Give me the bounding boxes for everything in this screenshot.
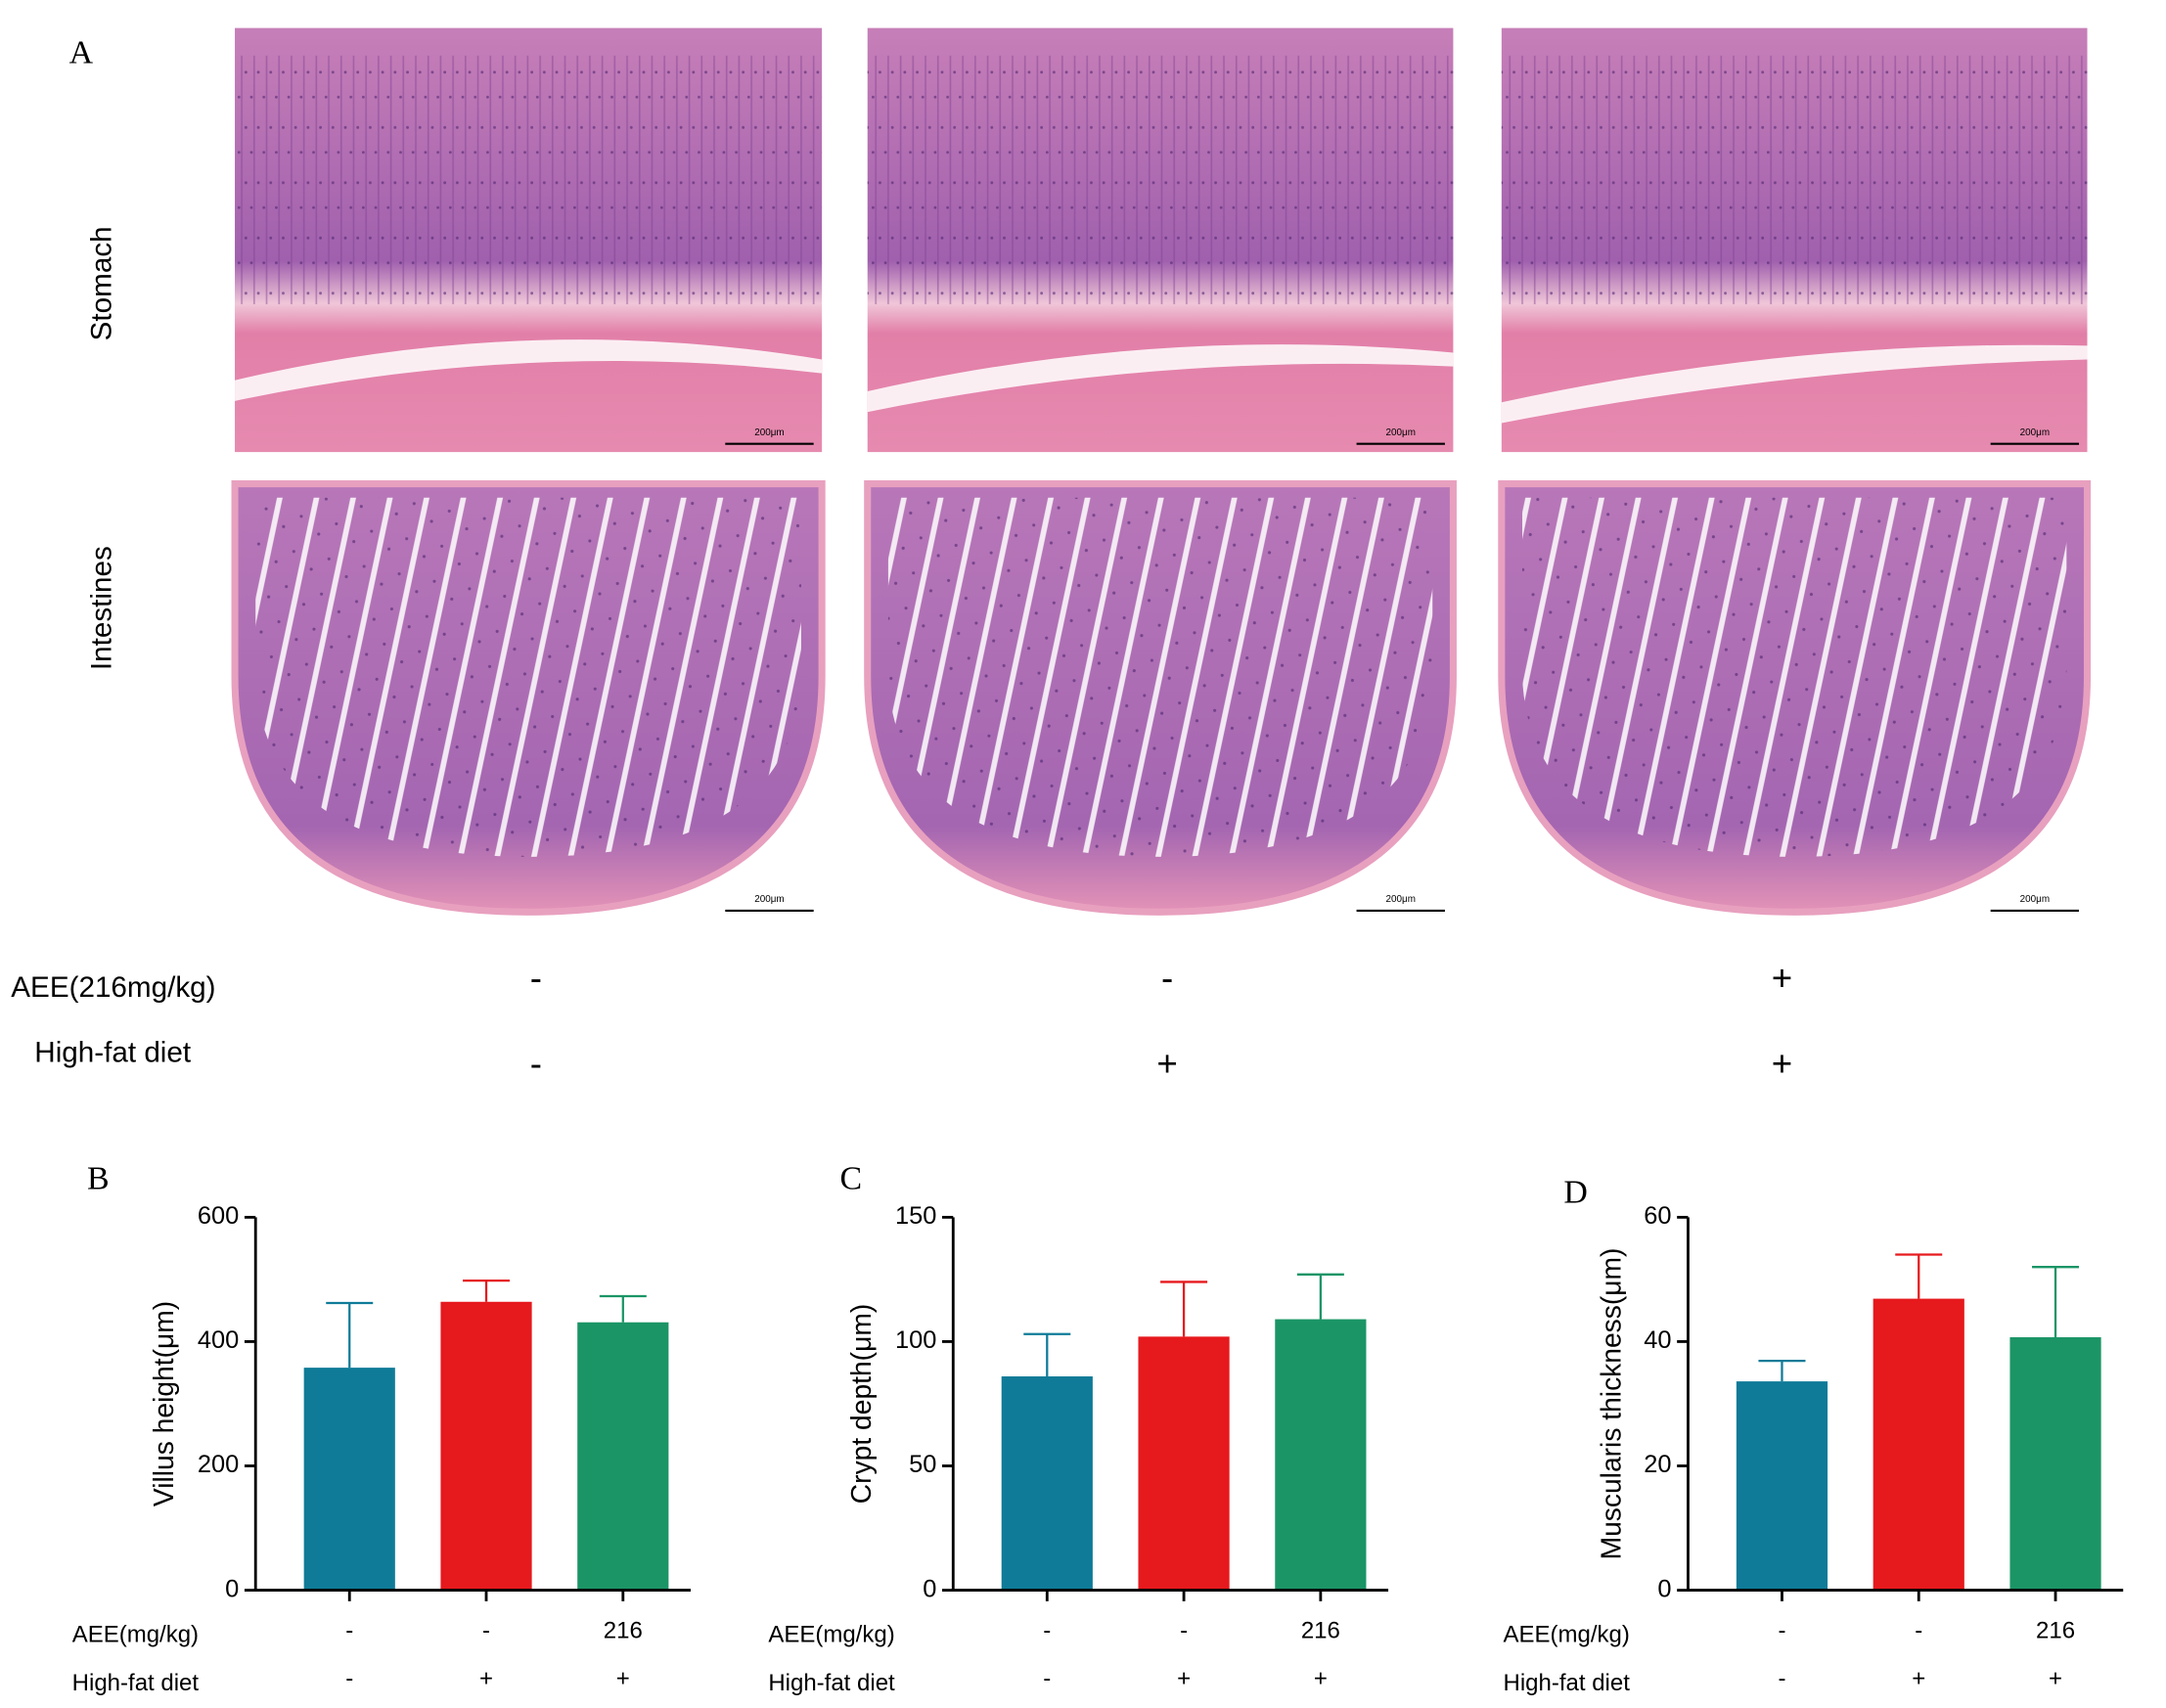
condition-sign: - [530, 1044, 542, 1084]
scale-bar-label: 200μm [754, 427, 784, 438]
y-tick-label: 0 [225, 1575, 239, 1602]
y-axis-label: Villus height(μm) [148, 1301, 179, 1506]
y-tick-label: 150 [895, 1202, 936, 1230]
bar [1138, 1336, 1230, 1591]
condition-label: AEE(216mg/kg) [11, 971, 215, 1004]
x-tick-label: - [1778, 1666, 1785, 1692]
y-tick-label: 20 [1644, 1451, 1671, 1478]
histology-texture [887, 497, 1433, 857]
x-tick-label: - [345, 1666, 353, 1692]
y-tick-label: 50 [909, 1451, 936, 1478]
y-tick-label: 60 [1644, 1202, 1671, 1230]
category-row-label: AEE(mg/kg) [1504, 1622, 1630, 1648]
scale-bar-label: 200μm [1386, 427, 1416, 438]
histology-texture [867, 55, 1454, 305]
scale-bar-label: 200μm [754, 894, 784, 905]
y-axis-label: Crypt depth(μm) [845, 1304, 877, 1504]
scale-bar-label: 200μm [2020, 427, 2050, 438]
x-tick-label: + [1912, 1666, 1925, 1692]
x-tick-label: - [1043, 1617, 1051, 1643]
condition-sign: - [530, 959, 542, 999]
x-tick-label: - [1043, 1666, 1051, 1692]
scale-bar-label: 200μm [1386, 894, 1416, 905]
y-tick-label: 400 [198, 1326, 239, 1354]
panel-label: A [69, 35, 94, 71]
panel-label: B [87, 1160, 110, 1196]
condition-label: High-fat diet [34, 1037, 192, 1069]
y-tick-label: 100 [895, 1326, 936, 1354]
y-axis-label: Muscularis thickness(μm) [1596, 1248, 1627, 1560]
x-tick-label: 216 [1301, 1617, 1340, 1643]
category-row-label: High-fat diet [768, 1670, 895, 1696]
category-row-label: High-fat diet [1503, 1670, 1630, 1696]
y-tick-label: 200 [198, 1451, 239, 1478]
condition-sign: - [1161, 959, 1173, 999]
scale-bar-label: 200μm [2020, 894, 2050, 905]
condition-sign: + [1772, 1044, 1792, 1084]
bar [577, 1322, 669, 1591]
x-tick-label: + [616, 1666, 630, 1692]
histology-texture [1501, 55, 2088, 305]
bar [1873, 1298, 1964, 1591]
x-tick-label: - [1180, 1617, 1188, 1643]
x-tick-label: + [1177, 1666, 1191, 1692]
bar-chart: C 0 50 100 150 Crypt depth(μm) AEE(mg/kg) - - 216… [768, 1160, 1389, 1696]
bar-chart: B 0 200 400 600 Villus height(μm) AEE(mg/kg) - -… [72, 1160, 691, 1696]
tissue-gap [1501, 344, 2088, 424]
row-label: Intestines [86, 546, 118, 670]
tissue-gap [235, 339, 823, 401]
histology-panel: 200μm 200μm 200μm 200μm 200μm 200μm - - + - + + [231, 27, 2092, 1084]
bar [1001, 1376, 1093, 1591]
x-tick-label: - [1778, 1617, 1785, 1643]
category-row-label: High-fat diet [72, 1670, 200, 1696]
x-tick-label: + [1314, 1666, 1328, 1692]
category-row-label: AEE(mg/kg) [768, 1622, 894, 1648]
y-tick-label: 600 [198, 1202, 239, 1230]
bar [1275, 1319, 1367, 1591]
y-tick-label: 0 [1657, 1575, 1671, 1602]
y-tick-label: 40 [1644, 1326, 1671, 1354]
bar [440, 1301, 532, 1591]
bar [303, 1368, 395, 1591]
y-tick-label: 0 [923, 1575, 936, 1602]
category-row-label: AEE(mg/kg) [72, 1622, 199, 1648]
histology-texture [1522, 497, 2067, 857]
histology-texture [235, 55, 823, 305]
panel-label: D [1563, 1175, 1587, 1211]
x-tick-label: + [479, 1666, 493, 1692]
x-tick-label: 216 [604, 1617, 643, 1643]
bar-chart: D 0 20 40 60 Muscularis thickness(μm) AEE(mg/k… [1503, 1175, 2124, 1696]
x-tick-label: - [482, 1617, 490, 1643]
x-tick-label: 216 [2036, 1617, 2075, 1643]
bar [1736, 1381, 1828, 1591]
panel-label: C [839, 1160, 862, 1196]
x-tick-label: - [345, 1617, 353, 1643]
bar [2009, 1336, 2101, 1591]
x-tick-label: - [1915, 1617, 1922, 1643]
tissue-gap [867, 344, 1454, 413]
row-label: Stomach [86, 226, 118, 340]
condition-sign: + [1772, 959, 1792, 999]
x-tick-label: + [2049, 1666, 2062, 1692]
histology-texture [255, 497, 801, 857]
condition-sign: + [1156, 1044, 1177, 1084]
